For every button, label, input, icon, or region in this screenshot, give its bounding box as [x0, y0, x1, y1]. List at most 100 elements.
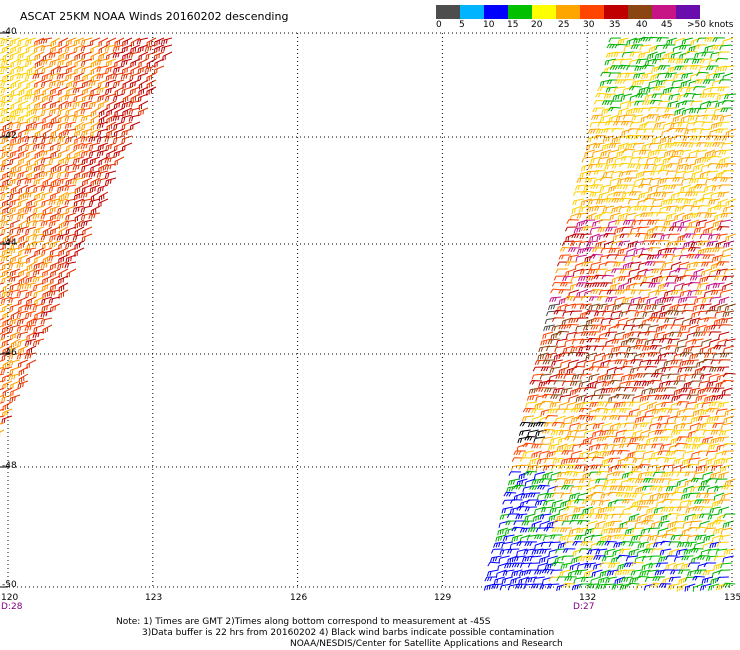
wind-barb	[623, 254, 636, 262]
wind-barb	[542, 499, 555, 507]
wind-barb	[716, 261, 730, 266]
wind-barb	[647, 316, 661, 322]
wind-barb	[555, 338, 568, 346]
wind-barb	[634, 373, 648, 378]
wind-barb	[717, 303, 728, 312]
wind-barb	[584, 562, 597, 569]
wind-barb	[551, 499, 563, 508]
wind-barb	[606, 569, 619, 576]
wind-barb	[694, 289, 707, 296]
wind-barb	[708, 155, 722, 161]
wind-barb	[672, 114, 684, 123]
wind-barb	[630, 44, 644, 50]
wind-barb	[613, 436, 626, 444]
wind-barb	[0, 156, 5, 167]
wind-barb	[700, 408, 712, 416]
wind-barb	[1, 408, 13, 418]
wind-barb	[634, 212, 645, 221]
wind-barb	[88, 142, 101, 151]
wind-barb	[605, 226, 618, 232]
wind-barb	[722, 555, 734, 563]
wind-barb	[586, 337, 600, 343]
wind-barb	[560, 562, 573, 570]
wind-barb	[654, 534, 667, 542]
wind-barb	[660, 303, 672, 312]
wind-barb	[64, 114, 77, 122]
wind-barb	[614, 569, 627, 576]
wind-barb	[661, 191, 674, 198]
wind-barb	[673, 387, 685, 396]
wind-barb	[9, 177, 21, 186]
wind-barb	[40, 163, 53, 171]
wind-barb	[622, 569, 635, 575]
wind-barb	[582, 436, 594, 445]
wind-barb	[703, 317, 717, 323]
wind-barb	[702, 569, 715, 576]
wind-barb	[610, 170, 623, 178]
wind-barb	[650, 582, 664, 588]
wind-barb	[608, 72, 621, 78]
wind-barb	[591, 149, 604, 157]
wind-barb	[683, 548, 696, 555]
wind-barb	[676, 408, 688, 417]
wind-barb	[660, 198, 672, 206]
wind-barb	[722, 443, 736, 448]
wind-barb	[590, 534, 603, 541]
wind-barb	[718, 184, 732, 190]
wind-barb	[651, 268, 664, 274]
wind-barb	[626, 442, 640, 448]
wind-barb	[659, 268, 672, 275]
wind-barb	[609, 520, 622, 527]
wind-barb	[616, 72, 629, 79]
wind-barb	[710, 289, 723, 296]
wind-barb	[693, 226, 706, 234]
wind-barb	[601, 142, 613, 151]
wind-barb	[589, 233, 600, 242]
wind-barb	[586, 205, 599, 213]
wind-barb	[697, 415, 710, 422]
legend-label: 15	[507, 20, 519, 30]
wind-barb	[567, 351, 581, 357]
wind-barb	[619, 268, 632, 274]
wind-barb	[695, 526, 709, 532]
wind-barb	[622, 394, 635, 400]
wind-barb	[654, 429, 667, 435]
wind-barb	[663, 387, 677, 392]
wind-barb	[504, 527, 517, 535]
wind-barb	[713, 317, 725, 326]
wind-barb	[484, 576, 497, 582]
wind-barb	[630, 569, 643, 576]
wind-barb	[48, 254, 61, 262]
wind-barb	[9, 156, 21, 165]
wind-barb	[692, 408, 704, 417]
wind-barb	[48, 219, 61, 227]
wind-barb	[654, 219, 667, 225]
wind-barb	[642, 548, 656, 554]
wind-barb	[49, 282, 61, 292]
wind-barb	[655, 562, 669, 568]
wind-barb	[553, 380, 566, 385]
wind-barb	[716, 443, 728, 451]
wind-barb	[33, 289, 45, 298]
wind-barb	[17, 282, 29, 291]
wind-barb	[17, 44, 29, 53]
wind-barb	[81, 100, 93, 109]
wind-barb	[80, 198, 93, 206]
wind-barb	[0, 275, 5, 283]
wind-barb	[700, 163, 712, 172]
wind-barb	[0, 247, 5, 257]
wind-barb	[639, 422, 653, 428]
wind-barb	[697, 247, 709, 256]
wind-barb	[717, 401, 730, 409]
wind-barb	[582, 499, 595, 505]
wind-barb	[681, 555, 694, 561]
wind-barb	[8, 359, 21, 367]
wind-barb	[580, 190, 594, 196]
wind-barb	[1, 149, 13, 158]
wind-barb	[634, 478, 648, 484]
wind-barb	[2, 380, 13, 390]
wind-barb	[618, 135, 631, 142]
wind-barb	[658, 478, 672, 484]
wind-barb	[48, 289, 61, 297]
wind-barb	[574, 429, 587, 436]
